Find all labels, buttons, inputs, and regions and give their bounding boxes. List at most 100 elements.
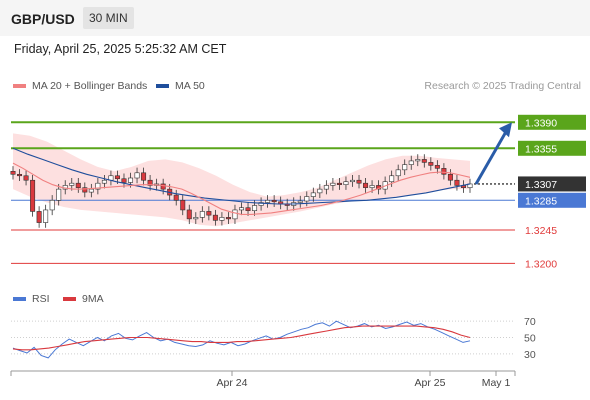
rsi-tick-70: 70	[524, 316, 536, 328]
candle	[323, 185, 329, 190]
datetime-label: Friday, April 25, 2025 5:25:32 AM CET	[14, 42, 227, 56]
candle	[369, 185, 375, 188]
candle	[232, 209, 238, 220]
candle	[239, 207, 245, 211]
ma20-legend: MA 20 + Bollinger Bands	[13, 80, 147, 92]
candle	[141, 172, 147, 181]
rsi-line	[12, 320, 471, 359]
candle	[310, 192, 316, 197]
candle	[49, 199, 55, 211]
candle	[265, 199, 271, 203]
rsi-ma-legend-swatch	[63, 297, 76, 302]
candle	[193, 217, 199, 220]
credit-text: Research © 2025 Trading Central	[424, 80, 581, 92]
candle	[258, 202, 264, 206]
candle	[421, 159, 427, 163]
candle	[43, 209, 49, 223]
candle	[219, 217, 225, 221]
header-bar: GBP/USD 30 MIN	[0, 0, 590, 36]
rsi-legend-swatch	[13, 297, 26, 302]
support-label-1.3200: 1.3200	[525, 258, 557, 270]
candle	[147, 179, 153, 186]
ma50-legend: MA 50	[156, 80, 205, 92]
candle	[304, 196, 310, 202]
forecast-arrow-head	[499, 122, 512, 138]
candle	[180, 199, 186, 211]
rsi-legend-label: RSI	[32, 293, 50, 305]
candle	[447, 173, 453, 181]
candle	[441, 168, 447, 175]
rsi-legend: RSI	[13, 293, 50, 305]
candle	[82, 187, 88, 193]
candle	[343, 181, 349, 185]
candle	[356, 179, 362, 184]
candle	[128, 177, 134, 183]
candle	[434, 165, 440, 169]
candle	[173, 194, 179, 201]
candle	[389, 175, 395, 183]
candle	[212, 214, 218, 221]
rsi-tick-50: 50	[524, 333, 536, 345]
level-tag-1.3355	[518, 140, 586, 156]
level-tag-1.3390	[518, 114, 586, 130]
candle	[23, 175, 29, 181]
candle	[454, 179, 460, 186]
candle	[56, 188, 62, 201]
ma20-legend-label: MA 20 + Bollinger Bands	[32, 80, 148, 92]
ma50-line	[12, 147, 471, 205]
candle	[297, 200, 303, 203]
candle	[10, 171, 16, 175]
candle	[160, 183, 166, 190]
level-label-1.3390: 1.3390	[525, 117, 557, 129]
candle	[395, 169, 401, 177]
candle	[17, 173, 23, 177]
timeframe-button[interactable]: 30 MIN	[83, 7, 134, 29]
level-tag-1.3285	[518, 192, 586, 208]
level-label-1.3307: 1.3307	[525, 179, 557, 191]
x-tick-label-1: Apr 25	[415, 377, 446, 389]
candle	[121, 178, 127, 183]
candle	[114, 175, 120, 180]
ma50-legend-label: MA 50	[175, 80, 205, 92]
x-tick-label-2: May 1	[482, 377, 511, 389]
candle	[95, 182, 101, 190]
candle	[186, 209, 192, 220]
pair-title: GBP/USD	[11, 11, 75, 27]
rsi-ma-line	[12, 325, 471, 351]
candle	[363, 182, 369, 188]
candle	[101, 179, 107, 184]
candle	[30, 179, 36, 212]
ma20-legend-swatch	[13, 84, 26, 89]
candle	[69, 182, 75, 186]
candle	[402, 164, 408, 171]
candle	[408, 160, 414, 165]
candle	[75, 182, 81, 188]
x-tick-label-0: Apr 24	[217, 377, 248, 389]
level-label-1.3355: 1.3355	[525, 143, 557, 155]
candle	[199, 211, 205, 218]
candle	[415, 159, 421, 162]
candle	[330, 182, 336, 186]
candle	[349, 179, 355, 183]
candle	[225, 217, 231, 220]
candle	[428, 162, 434, 166]
rsi-tick-30: 30	[524, 349, 536, 361]
rsi-ma-legend-label: 9MA	[82, 293, 104, 305]
level-label-1.3285: 1.3285	[525, 195, 557, 207]
forecast-arrow-shaft	[474, 127, 510, 185]
level-tag-1.3307	[518, 176, 586, 192]
candle	[271, 199, 277, 203]
candle	[336, 182, 342, 185]
candle	[134, 172, 140, 179]
candle	[245, 207, 251, 211]
candle	[206, 211, 212, 216]
candle	[36, 211, 42, 223]
ma20-line	[12, 162, 471, 215]
candle	[88, 188, 94, 193]
candle	[252, 205, 258, 211]
support-label-1.3245: 1.3245	[525, 225, 557, 237]
ma50-legend-swatch	[156, 84, 169, 89]
bollinger-band	[13, 133, 470, 227]
candle	[317, 188, 323, 194]
